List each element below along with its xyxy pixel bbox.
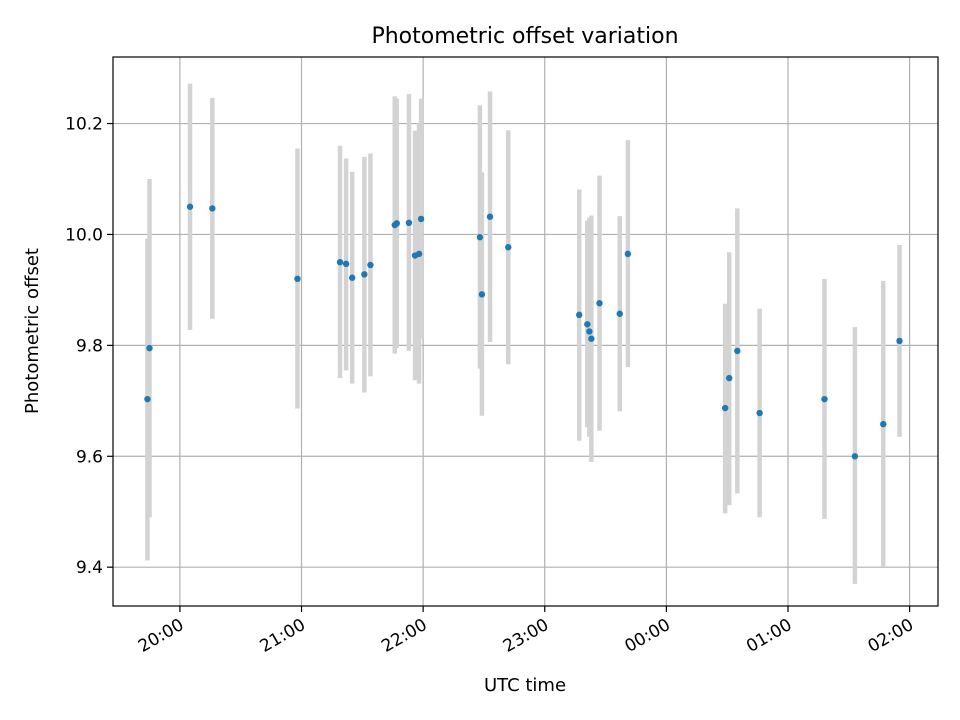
data-point [209, 205, 216, 212]
plot-frame [112, 56, 939, 607]
data-point [186, 203, 194, 210]
data-point [144, 395, 151, 403]
data-point [415, 250, 423, 258]
y-tick-label: 9.8 [76, 336, 103, 356]
y-tick-label: 10.0 [65, 225, 103, 245]
data-point [896, 337, 903, 345]
data-point [342, 260, 350, 268]
data-point [393, 220, 400, 227]
data-point [726, 374, 733, 382]
data-point [721, 404, 729, 412]
data-point [146, 344, 153, 352]
data-point [756, 409, 763, 417]
y-tick-label: 9.4 [76, 558, 103, 578]
data-point [476, 234, 484, 241]
y-axis-label: Photometric offset [22, 248, 43, 414]
data-point [486, 213, 494, 220]
data-point [576, 311, 583, 319]
data-point [588, 335, 595, 342]
x-axis-label: UTC time [484, 675, 566, 696]
data-point [821, 395, 828, 403]
data-point [584, 321, 591, 328]
data-point [361, 271, 368, 278]
data-point [294, 275, 301, 283]
data-point [348, 274, 356, 281]
data-point [405, 219, 413, 227]
plot-area [113, 57, 938, 606]
data-point [624, 250, 632, 258]
y-axis: 9.4 9.6 9.8 10.0 10.2 [65, 115, 113, 578]
data-point [880, 420, 887, 428]
data-point [596, 300, 603, 307]
data-point [478, 291, 486, 298]
data-point [505, 244, 512, 251]
y-tick-label: 10.2 [65, 115, 103, 135]
data-point [616, 310, 623, 317]
data-point [367, 261, 374, 269]
data-point [336, 258, 344, 266]
y-tick-label: 9.6 [76, 447, 103, 467]
data-points [144, 203, 903, 460]
data-point [851, 453, 859, 460]
data-point [586, 328, 593, 335]
chart-title: Photometric offset variation [371, 24, 678, 49]
data-point [734, 347, 741, 355]
data-point [417, 215, 425, 223]
